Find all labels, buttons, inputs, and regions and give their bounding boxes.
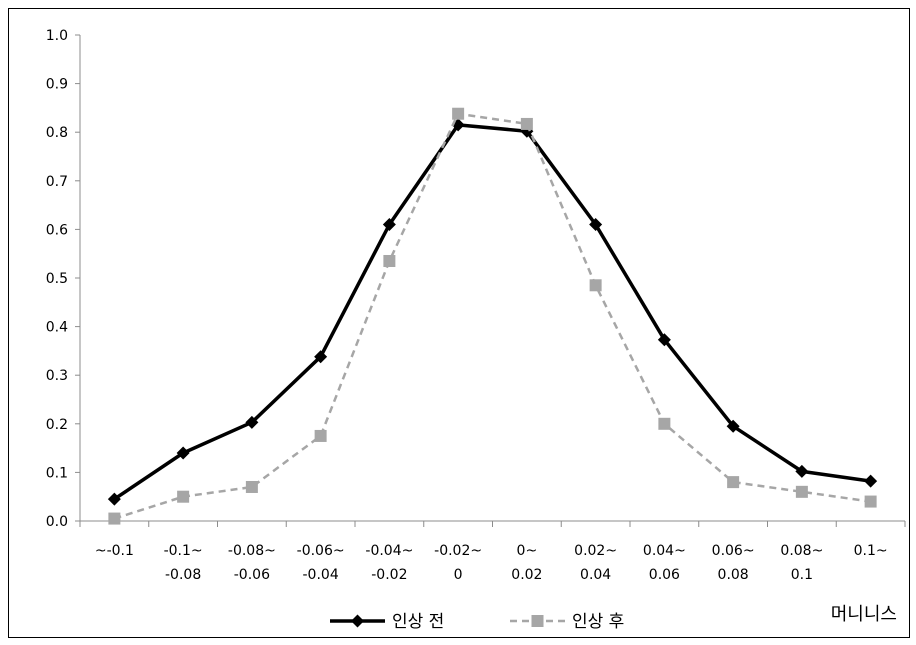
data-point-diamond xyxy=(726,419,740,433)
data-point-diamond xyxy=(176,446,190,460)
data-point-diamond xyxy=(382,218,396,232)
y-tick-label: 0.9 xyxy=(46,77,68,93)
data-point-diamond xyxy=(657,333,671,347)
data-point-square xyxy=(864,495,877,508)
data-point-diamond xyxy=(864,474,878,488)
y-tick-label: 0.4 xyxy=(46,320,68,336)
y-tick-label: 0.7 xyxy=(46,174,68,190)
x-tick-label: 0.1~ xyxy=(854,543,888,559)
legend-marker-square xyxy=(531,615,544,627)
data-point-square xyxy=(245,480,258,493)
data-point-diamond xyxy=(795,464,809,478)
x-tick-label: -0.06~ xyxy=(297,543,345,559)
x-tick-label: ~-0.1 xyxy=(95,543,134,559)
x-tick-label: -0.08 xyxy=(165,567,201,583)
data-point-square xyxy=(108,512,121,525)
data-point-square xyxy=(795,485,808,498)
y-tick-label: 0.3 xyxy=(46,368,68,384)
x-tick-label: 0 xyxy=(454,567,463,583)
series-line-1 xyxy=(113,123,871,501)
x-axis-title: 머니니스 xyxy=(831,604,897,625)
x-tick-label: 0.08~ xyxy=(780,543,823,559)
y-tick-label: 0.6 xyxy=(46,222,68,238)
y-tick-label: 0.5 xyxy=(46,271,68,287)
x-tick-label: 0.06 xyxy=(649,567,680,583)
x-tick-label: 0.1 xyxy=(791,567,813,583)
x-tick-label: -0.06 xyxy=(234,567,270,583)
data-point-diamond xyxy=(107,492,121,506)
data-point-square xyxy=(727,476,740,489)
y-tick-label: 0.8 xyxy=(46,125,68,141)
x-tick-label: -0.04~ xyxy=(365,543,413,559)
y-tick-label: 1.0 xyxy=(46,28,68,44)
legend-marker-diamond xyxy=(351,614,364,628)
y-tick-label: 0.0 xyxy=(46,514,68,530)
y-tick-label: 0.2 xyxy=(46,417,68,433)
x-tick-label: -0.08~ xyxy=(228,543,276,559)
y-tick-label: 0.1 xyxy=(46,465,68,481)
x-tick-label: 0.02~ xyxy=(574,543,617,559)
x-tick-label: -0.1~ xyxy=(164,543,203,559)
data-point-diamond xyxy=(314,350,328,364)
series-line-2 xyxy=(114,112,871,520)
data-point-square xyxy=(658,417,671,430)
data-point-square xyxy=(314,429,327,442)
x-tick-label: 0.04~ xyxy=(643,543,686,559)
legend-label: 인상 후 xyxy=(572,612,624,632)
x-tick-label: -0.04 xyxy=(303,567,339,583)
data-point-square xyxy=(589,279,602,292)
x-tick-label: -0.02 xyxy=(371,567,407,583)
data-point-diamond xyxy=(589,218,603,232)
data-point-square xyxy=(177,490,190,503)
x-tick-label: 0~ xyxy=(517,543,538,559)
x-tick-label: -0.02~ xyxy=(434,543,482,559)
data-point-square xyxy=(383,254,396,267)
legend-label: 인상 전 xyxy=(392,612,444,632)
x-tick-label: 0.02 xyxy=(511,567,542,583)
data-point-square xyxy=(520,117,533,130)
x-tick-label: 0.06~ xyxy=(712,543,755,559)
data-point-diamond xyxy=(245,415,259,429)
data-point-square xyxy=(452,107,465,120)
x-tick-label: 0.08 xyxy=(718,567,749,583)
x-tick-label: 0.04 xyxy=(580,567,611,583)
